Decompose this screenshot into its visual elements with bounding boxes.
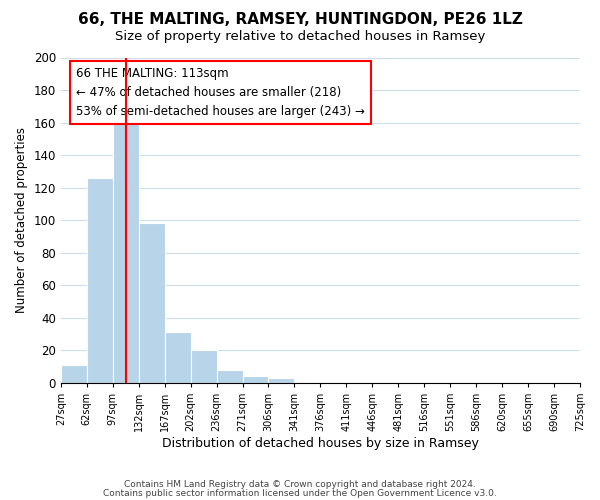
Bar [61, 365, 87, 383]
Bar [164, 332, 191, 383]
Bar [139, 224, 164, 383]
Bar [87, 178, 113, 383]
Text: 66, THE MALTING, RAMSEY, HUNTINGDON, PE26 1LZ: 66, THE MALTING, RAMSEY, HUNTINGDON, PE2… [77, 12, 523, 28]
Bar [217, 370, 242, 383]
Bar [191, 350, 217, 383]
Text: Contains public sector information licensed under the Open Government Licence v3: Contains public sector information licen… [103, 488, 497, 498]
Text: 66 THE MALTING: 113sqm
← 47% of detached houses are smaller (218)
53% of semi-de: 66 THE MALTING: 113sqm ← 47% of detached… [76, 68, 365, 118]
Bar [242, 376, 268, 383]
Text: Size of property relative to detached houses in Ramsey: Size of property relative to detached ho… [115, 30, 485, 43]
X-axis label: Distribution of detached houses by size in Ramsey: Distribution of detached houses by size … [162, 437, 479, 450]
Bar [113, 122, 139, 383]
Text: Contains HM Land Registry data © Crown copyright and database right 2024.: Contains HM Land Registry data © Crown c… [124, 480, 476, 489]
Y-axis label: Number of detached properties: Number of detached properties [15, 127, 28, 313]
Bar [268, 378, 295, 383]
